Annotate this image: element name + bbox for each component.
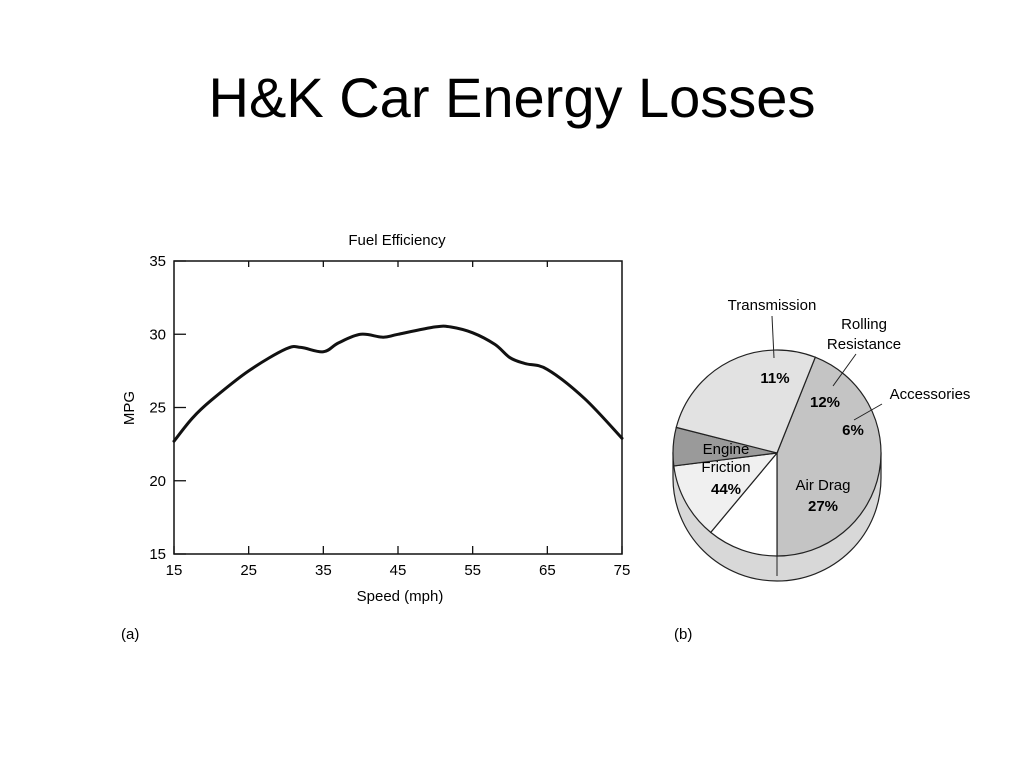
slide-title: H&K Car Energy Losses (208, 66, 816, 129)
x-tick-label: 25 (240, 562, 257, 579)
pie-value-transmission: 11% (760, 370, 789, 387)
x-tick-label: 55 (464, 562, 481, 579)
pie-label-transmission: Transmission (728, 297, 817, 314)
x-tick-label: 35 (315, 562, 332, 579)
x-tick-label: 45 (390, 562, 407, 579)
rolling-leader-line (832, 353, 857, 387)
accessories-leader-line (853, 403, 883, 421)
x-tick-label: 65 (539, 562, 556, 579)
pie-slice-engine-friction (776, 356, 882, 557)
x-tick-label: 75 (614, 562, 631, 579)
chart-title: Fuel Efficiency (348, 232, 446, 249)
pie-value-engine-friction: 44% (711, 481, 741, 498)
pie-label-engine-friction-line2: Friction (701, 459, 750, 476)
pie-slice-rolling-resistance (673, 452, 779, 534)
x-tick-label: 15 (166, 562, 183, 579)
transmission-leader-line (771, 315, 775, 359)
pie-value-air-drag: 27% (808, 498, 838, 515)
x-axis-ticks: 15 25 35 45 55 65 75 (166, 261, 631, 579)
panel-label-b: (b) (674, 626, 693, 643)
x-axis-label: Speed (mph) (357, 588, 444, 605)
y-tick-label: 15 (149, 546, 166, 563)
pie-slice-air-drag (675, 349, 817, 454)
pie-label-air-drag: Air Drag (795, 477, 850, 494)
pie-label-rolling-line1: Rolling (841, 316, 887, 333)
mpg-series-line (172, 324, 624, 443)
pie-value-accessories: 6% (842, 422, 864, 439)
y-tick-label: 20 (149, 473, 166, 490)
y-tick-label: 30 (149, 326, 166, 343)
y-axis-ticks: 15 20 25 30 35 (149, 253, 186, 563)
pie-slice-transmission (709, 451, 778, 557)
pie-label-accessories: Accessories (890, 386, 971, 403)
y-tick-label: 35 (149, 253, 166, 270)
pie-label-rolling-line2: Resistance (827, 336, 901, 353)
pie-slices (672, 349, 882, 557)
panel-label-a: (a) (121, 626, 140, 643)
pie-value-rolling-resistance: 12% (810, 394, 840, 411)
pie-label-engine-friction-line1: Engine (703, 441, 750, 458)
y-axis-label: MPG (121, 391, 138, 425)
y-tick-label: 25 (149, 400, 166, 417)
